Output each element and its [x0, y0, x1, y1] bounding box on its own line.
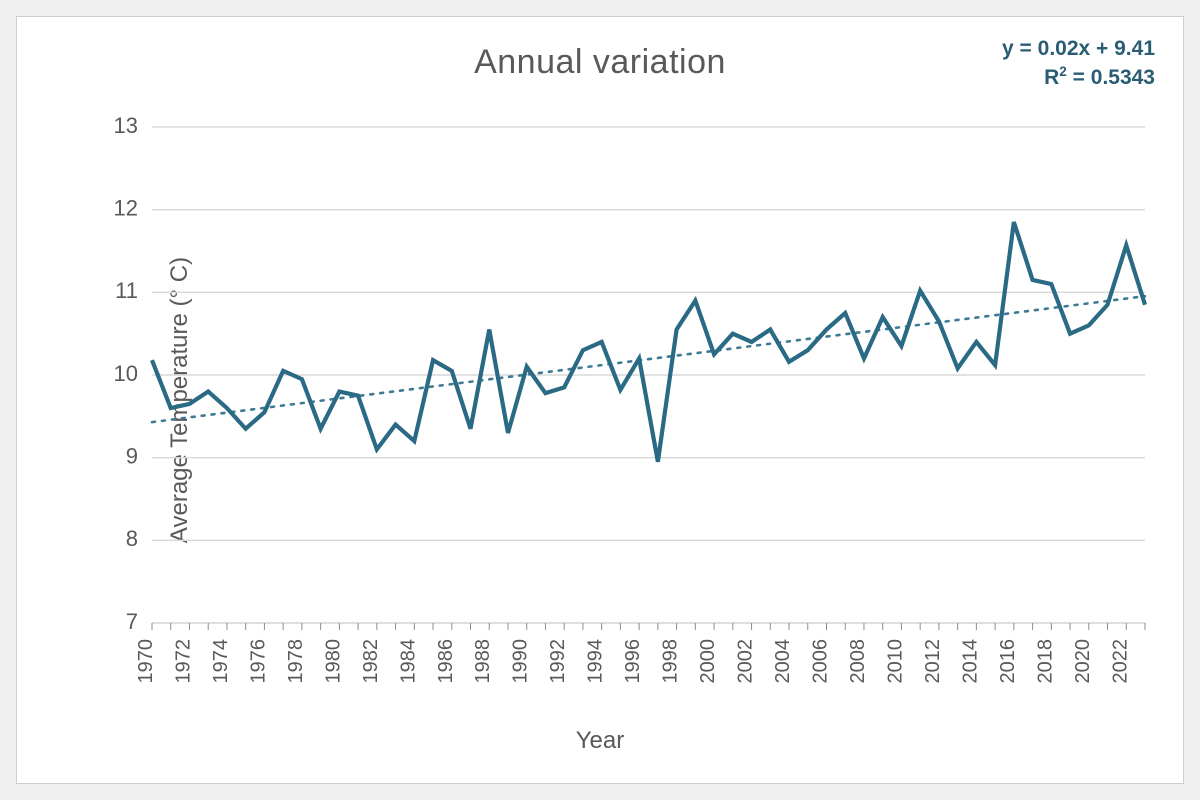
x-tick-label: 2018: [1034, 639, 1056, 684]
x-tick-label: 2002: [735, 639, 757, 684]
y-tick-label: 7: [126, 609, 138, 634]
x-tick-label: 1992: [547, 639, 569, 684]
r2-suffix: = 0.5343: [1067, 66, 1155, 89]
x-tick-label: 1980: [322, 639, 344, 684]
y-tick-label: 9: [126, 443, 138, 468]
x-tick-label: 2016: [997, 639, 1019, 684]
x-tick-label: 2000: [697, 639, 719, 684]
x-tick-label: 2014: [959, 639, 981, 684]
trendline-equation: y = 0.02x + 9.41 R2 = 0.5343: [1002, 35, 1155, 93]
plot-svg: 7891011121319701972197419761978198019821…: [152, 127, 1145, 623]
x-tick-label: 2022: [1109, 639, 1131, 684]
x-tick-label: 1988: [472, 639, 494, 684]
x-tick-label: 1984: [397, 639, 419, 684]
r2-prefix: R: [1044, 66, 1059, 89]
x-tick-label: 1996: [622, 639, 644, 684]
x-tick-label: 1974: [210, 639, 232, 684]
x-tick-label: 2008: [847, 639, 869, 684]
x-tick-label: 1970: [135, 639, 157, 684]
x-tick-label: 2012: [922, 639, 944, 684]
x-tick-label: 1986: [435, 639, 457, 684]
x-tick-label: 2006: [809, 639, 831, 684]
x-tick-label: 1990: [510, 639, 532, 684]
x-tick-label: 1978: [285, 639, 307, 684]
x-tick-label: 1976: [247, 639, 269, 684]
y-tick-label: 10: [114, 361, 138, 386]
x-tick-label: 1994: [585, 639, 607, 684]
equation-r-squared: R2 = 0.5343: [1002, 63, 1155, 92]
r2-sup: 2: [1059, 64, 1067, 79]
y-tick-label: 8: [126, 526, 138, 551]
x-axis-label: Year: [17, 727, 1183, 755]
equation-formula: y = 0.02x + 9.41: [1002, 35, 1155, 63]
chart-frame: Annual variation y = 0.02x + 9.41 R2 = 0…: [16, 16, 1184, 784]
x-tick-label: 1998: [660, 639, 682, 684]
x-tick-label: 2010: [884, 639, 906, 684]
x-tick-label: 2020: [1072, 639, 1094, 684]
page-background: Annual variation y = 0.02x + 9.41 R2 = 0…: [0, 0, 1200, 800]
x-tick-label: 1972: [172, 639, 194, 684]
data-series-line: [152, 222, 1145, 462]
y-tick-label: 11: [115, 278, 138, 303]
x-tick-label: 2004: [772, 639, 794, 684]
plot-area: 7891011121319701972197419761978198019821…: [152, 127, 1145, 623]
y-tick-label: 13: [114, 113, 138, 138]
x-tick-label: 1982: [360, 639, 382, 684]
y-tick-label: 12: [114, 195, 138, 220]
